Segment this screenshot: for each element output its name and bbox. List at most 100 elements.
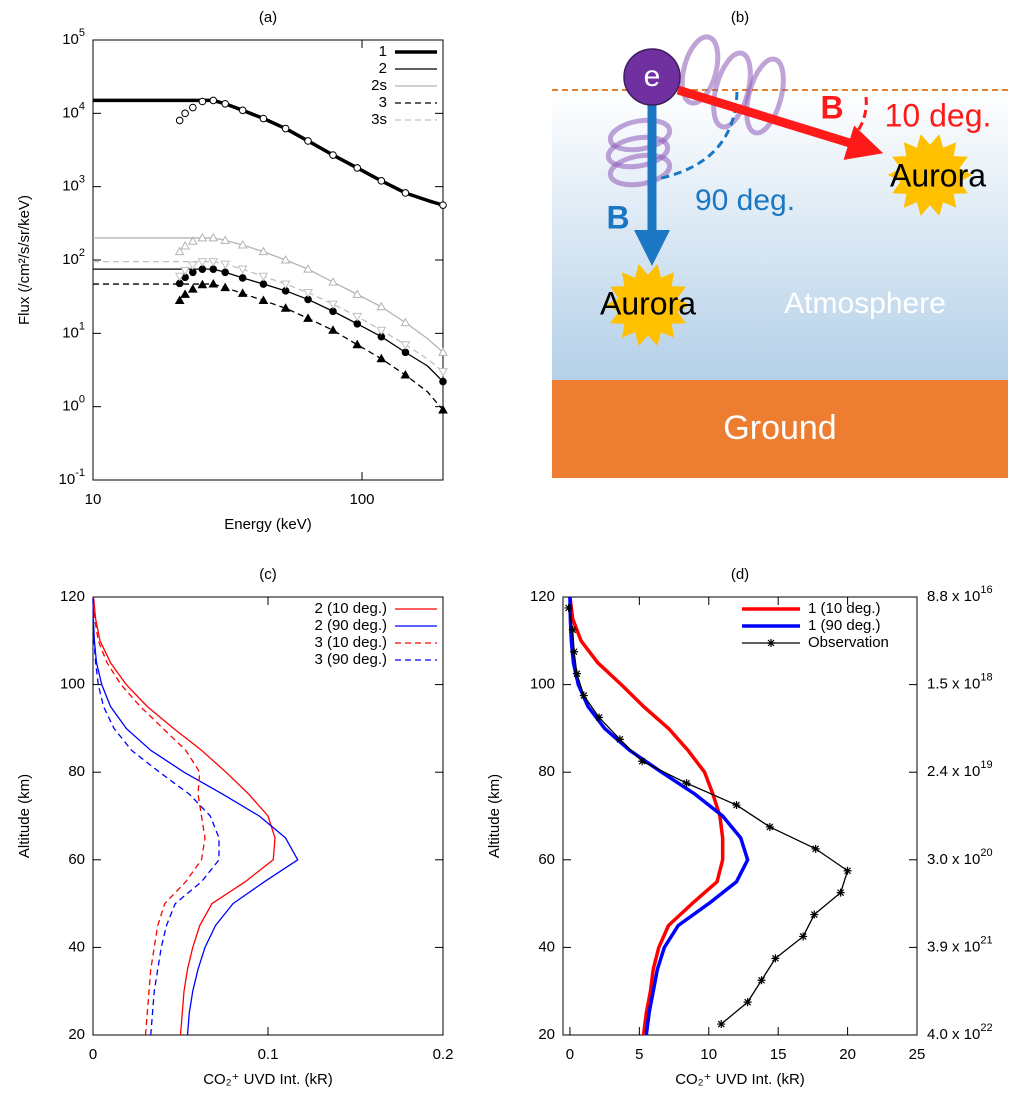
marker: [258, 246, 269, 256]
marker: [401, 189, 410, 197]
marker: [439, 377, 447, 386]
tick-exponent: 18: [980, 672, 992, 684]
marker: [280, 280, 291, 290]
tick-exponent: 0: [79, 394, 85, 406]
tick-exponent: 21: [980, 934, 992, 946]
tick-exponent: 5: [79, 27, 85, 39]
legend-label: 1 (90 deg.): [808, 617, 881, 634]
y2-tick-label: 3.0 x 1020: [927, 847, 993, 868]
y-tick-label: 80: [538, 763, 555, 780]
marker: [221, 268, 229, 277]
y-tick-label: 100: [62, 394, 85, 415]
marker: [258, 272, 269, 282]
series-line: [93, 98, 444, 207]
x-tick-label: 10: [85, 491, 102, 508]
marker: [304, 137, 312, 145]
marker: [376, 326, 387, 336]
y2-tick-label: 8.8 x 1016: [927, 584, 993, 605]
marker: [572, 669, 581, 678]
legend-label: 3s: [371, 111, 387, 128]
marker: [757, 976, 766, 985]
marker: [174, 246, 185, 256]
series-line: [567, 607, 849, 1025]
marker: [220, 282, 231, 292]
x-tick-label: 20: [839, 1046, 856, 1063]
x-tick-label: 10: [700, 1046, 717, 1063]
marker: [259, 114, 268, 123]
y2-tick-label: 4.0 x 1022: [927, 1022, 993, 1043]
series-line: [92, 596, 220, 1036]
y-tick-label: 120: [60, 588, 85, 605]
marker: [281, 124, 290, 133]
tick-exponent: 19: [980, 759, 992, 771]
y2-tick-label: 3.9 x 1021: [927, 934, 993, 955]
series-line: [93, 283, 444, 411]
marker: [638, 757, 647, 766]
legend-label: 3 (90 deg.): [314, 651, 387, 668]
marker: [220, 235, 231, 244]
panel-title: (d): [731, 566, 749, 583]
x-tick-label: 100: [350, 491, 375, 508]
marker: [280, 254, 291, 264]
y-tick-label: 40: [538, 938, 555, 955]
x-axis-label: CO₂⁺ UVD Int. (kR): [203, 1071, 333, 1088]
marker: [353, 319, 362, 328]
marker: [376, 353, 387, 363]
marker: [238, 274, 247, 282]
marker: [400, 370, 411, 379]
marker: [836, 888, 845, 897]
marker: [209, 96, 218, 105]
y-tick-label: 60: [538, 851, 555, 868]
marker: [221, 99, 229, 108]
y-tick-label: 102: [62, 247, 85, 268]
y-tick-label: 100: [530, 676, 555, 693]
marker: [187, 261, 198, 271]
marker: [329, 151, 337, 159]
panel-title: (a): [259, 9, 277, 26]
y-tick-label: 60: [68, 851, 85, 868]
marker: [352, 312, 363, 322]
marker: [564, 603, 573, 612]
legend-label: 2: [379, 60, 387, 77]
y-tick-label: 20: [68, 1026, 85, 1043]
marker: [237, 265, 248, 275]
angle-arc-oblique: [853, 96, 868, 136]
marker: [353, 164, 362, 172]
marker: [303, 289, 313, 298]
marker: [843, 866, 852, 875]
marker: [732, 801, 741, 810]
aurora-star: [888, 134, 972, 216]
legend-label: 2 (10 deg.): [314, 600, 387, 617]
marker: [568, 625, 577, 634]
y-tick-label: 20: [538, 1026, 555, 1043]
field-arrow-oblique: [676, 85, 884, 160]
marker: [208, 279, 219, 288]
y2-tick-label: 2.4 x 1019: [927, 759, 993, 780]
marker: [180, 241, 190, 250]
marker: [376, 301, 387, 311]
legend-label: 2 (90 deg.): [314, 617, 387, 634]
aurora-label: Aurora: [600, 285, 696, 321]
tick-exponent: 22: [980, 1022, 992, 1034]
legend-marker: [767, 639, 775, 647]
tick-exponent: -1: [75, 467, 85, 479]
x-tick-label: 0: [89, 1046, 97, 1063]
tick-exponent: 3: [79, 174, 85, 186]
marker: [615, 735, 624, 744]
marker: [180, 289, 190, 298]
marker: [438, 405, 448, 414]
legend-label: 1 (10 deg.): [808, 600, 881, 617]
marker: [208, 258, 219, 267]
marker: [682, 779, 691, 788]
marker: [570, 647, 579, 656]
marker: [717, 1020, 726, 1029]
marker: [259, 280, 268, 288]
tick-exponent: 20: [980, 847, 992, 859]
aurora-label: Aurora: [890, 157, 986, 193]
x-tick-label: 5: [635, 1046, 643, 1063]
marker: [438, 347, 448, 356]
legend-label: Observation: [808, 634, 889, 651]
y-tick-label: 103: [62, 174, 85, 195]
marker: [187, 236, 198, 245]
y-tick-label: 100: [60, 676, 85, 693]
